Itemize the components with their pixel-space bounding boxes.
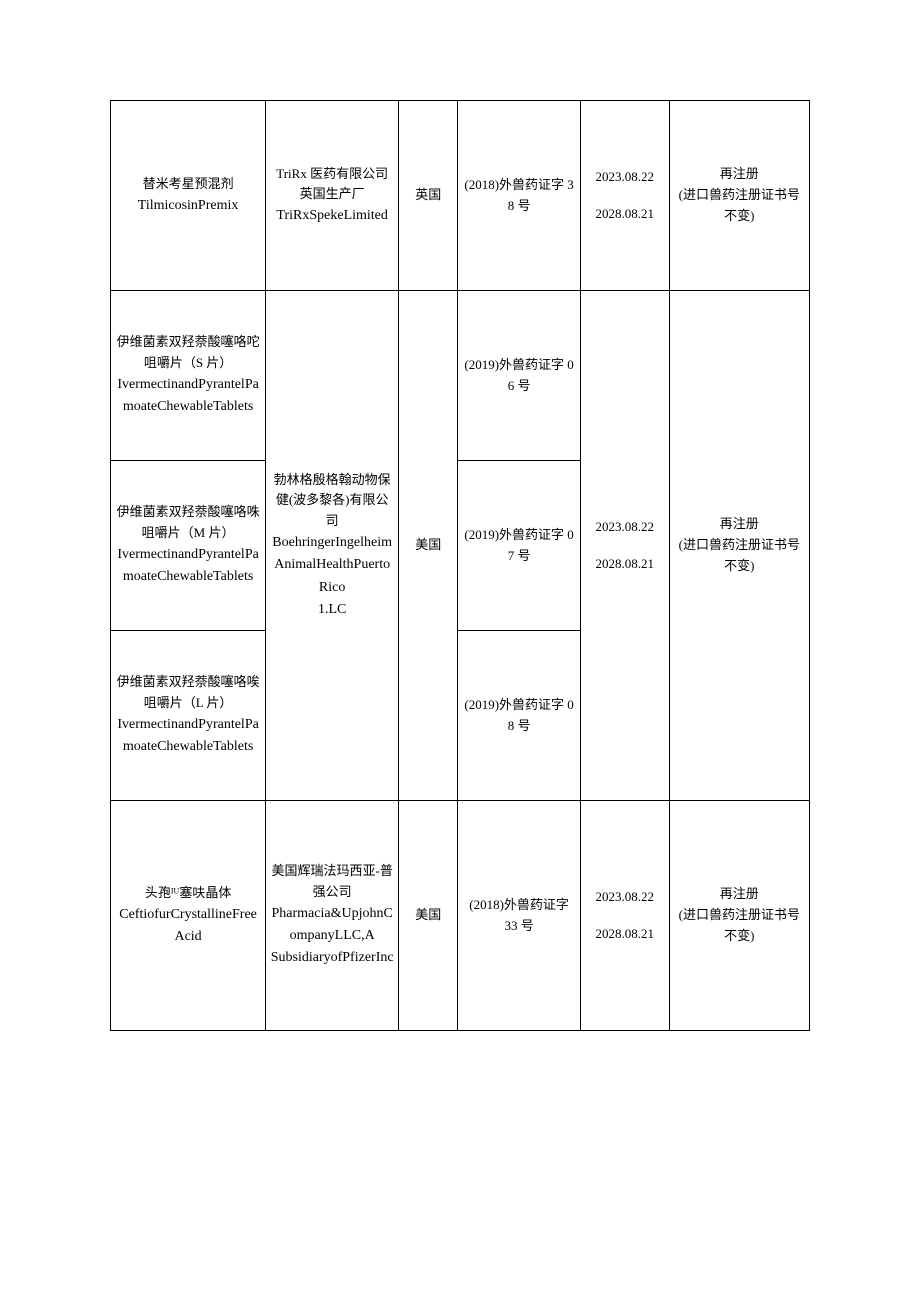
cert-cell: (2019)外兽药证字 06 号: [458, 291, 581, 461]
note-cell: 再注册 (进口兽药注册证书号不变): [669, 101, 809, 291]
cert-cell: (2018)外兽药证字 33 号: [458, 801, 581, 1031]
cert-cell: (2019)外兽药证字 08 号: [458, 631, 581, 801]
cert-line1: (2018)外兽药证字: [469, 897, 569, 912]
product-name-cell: 伊维菌素双羟萘酸噻咯唉咀嚼片（L 片） IvermectinandPyrante…: [111, 631, 266, 801]
cert-cell: (2019)外兽药证字 07 号: [458, 461, 581, 631]
note-cell: 再注册 (进口兽药注册证书号不变): [669, 291, 809, 801]
product-name-cn: 替米考星预混剂: [143, 176, 234, 191]
date-from: 2023.08.22: [595, 889, 654, 904]
product-name-en: IvermectinandPyrantelPamoateChewableTabl…: [117, 547, 259, 584]
country-cell: 英国: [399, 101, 458, 291]
product-name-cell: 替米考星预混剂 TilmicosinPremix: [111, 101, 266, 291]
note-sub: (进口兽药注册证书号不变): [679, 187, 800, 223]
mfr-cn: TriRx 医药有限公司英国生产厂: [276, 166, 388, 202]
date-from: 2023.08.22: [595, 519, 654, 534]
table-row: 头孢ᴵᵁ塞呋晶体 CeftiofurCrystallineFreeAcid 美国…: [111, 801, 810, 1031]
dates-cell: 2023.08.22 2028.08.21: [580, 101, 669, 291]
registration-table: 替米考星预混剂 TilmicosinPremix TriRx 医药有限公司英国生…: [110, 100, 810, 1031]
product-name-en: CeftiofurCrystallineFreeAcid: [119, 907, 257, 944]
manufacturer-cell: 勃林格殷格翰动物保健(波多黎各)有限公司 BoehringerIngelheim…: [266, 291, 399, 801]
country-cell: 美国: [399, 291, 458, 801]
note-title: 再注册: [720, 166, 759, 181]
note-title: 再注册: [720, 886, 759, 901]
mfr-cn: 勃林格殷格翰动物保健(波多黎各)有限公司: [274, 472, 391, 529]
note-sub: (进口兽药注册证书号不变): [679, 907, 800, 943]
product-name-en: IvermectinandPyrantelPamoateChewableTabl…: [117, 377, 259, 414]
dates-cell: 2023.08.22 2028.08.21: [580, 291, 669, 801]
product-name-en: TilmicosinPremix: [138, 198, 239, 213]
mfr-en-2: SubsidiaryofPfizerInc: [271, 950, 394, 965]
note-sub: (进口兽药注册证书号不变): [679, 537, 800, 573]
manufacturer-cell: 美国辉瑞法玛西亚-普强公司 Pharmacia&UpjohnCompanyLLC…: [266, 801, 399, 1031]
mfr-cn: 美国辉瑞法玛西亚-普强公司: [271, 863, 392, 899]
date-from: 2023.08.22: [595, 169, 654, 184]
product-name-cn: 头孢ᴵᵁ塞呋晶体: [145, 885, 232, 900]
note-title: 再注册: [720, 516, 759, 531]
product-name-cell: 伊维菌素双羟萘酸噻咯咮咀嚼片（M 片） IvermectinandPyrante…: [111, 461, 266, 631]
date-to: 2028.08.21: [595, 206, 654, 221]
product-name-cell: 伊维菌素双羟萘酸噻咯咜咀嚼片（S 片） IvermectinandPyrante…: [111, 291, 266, 461]
mfr-en-3: 1.LC: [318, 602, 346, 617]
cert-cell: (2018)外兽药证字 38 号: [458, 101, 581, 291]
table-row: 伊维菌素双羟萘酸噻咯咜咀嚼片（S 片） IvermectinandPyrante…: [111, 291, 810, 461]
product-name-cell: 头孢ᴵᵁ塞呋晶体 CeftiofurCrystallineFreeAcid: [111, 801, 266, 1031]
dates-cell: 2023.08.22 2028.08.21: [580, 801, 669, 1031]
mfr-en-2: AnimalHealthPuertoRico: [274, 557, 390, 594]
note-cell: 再注册 (进口兽药注册证书号不变): [669, 801, 809, 1031]
manufacturer-cell: TriRx 医药有限公司英国生产厂 TriRxSpekeLimited: [266, 101, 399, 291]
cert-line2: 33 号: [504, 918, 533, 933]
product-name-cn: 伊维菌素双羟萘酸噻咯咮咀嚼片（M 片）: [117, 504, 260, 540]
mfr-en-1: Pharmacia&UpjohnCompanyLLC,A: [272, 906, 393, 943]
product-name-en: IvermectinandPyrantelPamoateChewableTabl…: [117, 717, 259, 754]
date-to: 2028.08.21: [595, 926, 654, 941]
product-name-cn: 伊维菌素双羟萘酸噻咯咜咀嚼片（S 片）: [117, 334, 260, 370]
table-row: 替米考星预混剂 TilmicosinPremix TriRx 医药有限公司英国生…: [111, 101, 810, 291]
product-name-cn: 伊维菌素双羟萘酸噻咯唉咀嚼片（L 片）: [117, 674, 260, 710]
mfr-en-1: BoehringerIngelheim: [272, 535, 392, 550]
mfr-en: TriRxSpekeLimited: [276, 208, 388, 223]
date-to: 2028.08.21: [595, 556, 654, 571]
country-cell: 美国: [399, 801, 458, 1031]
